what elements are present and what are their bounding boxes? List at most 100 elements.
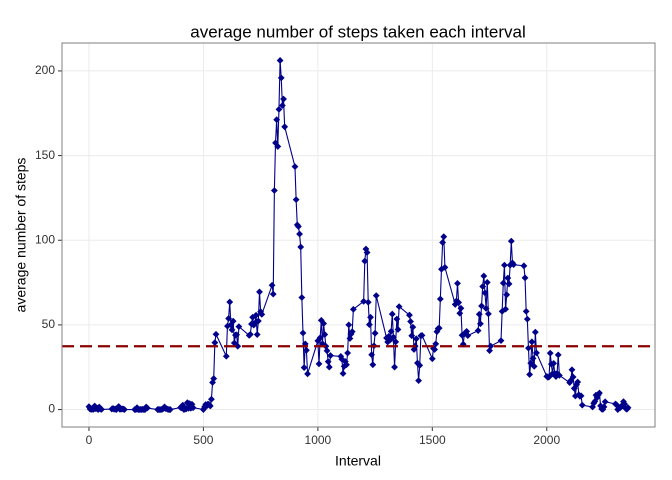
chart-title: average number of steps taken each inter… [190,22,525,41]
data-point [464,332,472,339]
data-point [571,392,579,400]
data-point [246,330,254,338]
data-point [497,337,505,345]
data-point [226,298,234,306]
data-point [530,362,538,370]
data-point [441,263,449,271]
data-point [599,405,607,413]
data-point [596,389,603,397]
data-point [343,361,350,369]
data-point [601,398,609,406]
data-point [546,349,554,357]
y-tick-label: 0 [48,402,55,416]
data-point [249,313,257,321]
y-tick-label: 200 [35,63,55,77]
data-point [479,283,487,290]
data-point [91,402,99,410]
data-point [303,346,310,354]
data-point [527,359,535,367]
data-point [486,347,493,355]
data-point [269,290,277,298]
data-point [368,351,376,359]
data-point [98,405,105,413]
data-point [280,95,287,103]
data-point [520,262,528,270]
data-point [624,404,632,412]
y-tick-label: 100 [35,232,55,246]
data-point [121,406,128,413]
data-point [143,404,151,412]
data-point [529,355,537,362]
data-point [505,280,513,288]
data-point [344,349,352,357]
data-point [258,311,266,318]
x-tick-label: 1000 [305,433,332,447]
data-point [321,331,329,338]
data-point [361,257,369,265]
data-point [371,329,379,337]
data-point [526,371,534,378]
data-point [439,239,447,246]
data-point [345,321,353,329]
data-point [569,373,577,381]
data-point [438,265,445,273]
data-point [550,359,558,367]
data-point [324,358,332,366]
data-point [277,74,285,82]
data-point [454,280,461,287]
data-point [292,196,300,204]
data-point [480,272,488,280]
data-point [528,338,536,346]
data-point [521,274,529,282]
data-point [440,233,448,241]
data-point [270,187,278,194]
data-point [298,294,306,301]
data-point [391,363,398,371]
data-point [503,291,511,299]
data-point [212,330,220,338]
data-point [392,338,400,346]
data-point [499,279,507,287]
data-point [300,364,308,371]
data-point [506,261,514,269]
data-point [475,310,483,318]
data-point [281,123,289,131]
data-point [254,317,262,325]
data-point [141,406,149,413]
data-point [412,335,420,343]
data-point [504,274,512,282]
data-point [296,230,303,238]
data-point [523,315,531,323]
data-point [390,333,397,341]
data-point [474,327,482,335]
panel [62,43,655,427]
data-point [482,305,490,312]
data-point [431,346,439,353]
data-point [463,327,471,335]
data-point [348,328,356,336]
data-point [297,243,305,251]
data-point [222,352,230,360]
data-point [304,370,311,378]
data-point [415,377,422,385]
data-point [502,305,509,313]
data-point [388,310,396,318]
data-point [568,366,576,374]
data-point [457,304,465,312]
data-point [436,295,444,303]
data-point [483,279,491,286]
data-point [510,261,517,269]
data-point [481,289,489,297]
x-axis-title: Interval [335,453,381,469]
x-tick-label: 0 [86,433,93,447]
data-point [525,344,532,352]
data-point [235,323,243,330]
data-point [325,363,333,371]
data-point [115,403,123,410]
data-point [189,404,197,412]
data-point [268,281,276,289]
y-tick-label: 150 [35,148,55,162]
data-point [367,313,374,321]
data-point [315,360,323,368]
